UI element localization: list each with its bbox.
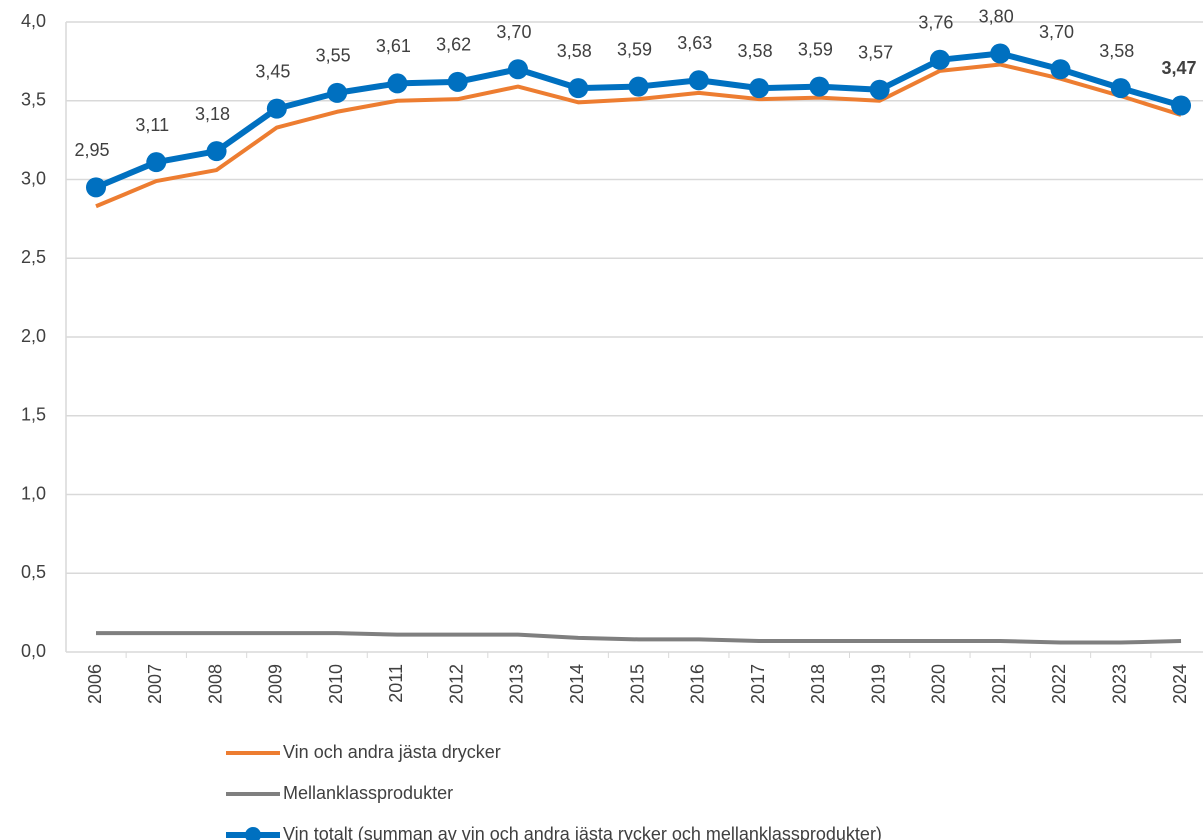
x-tick-label: 2010 [326,664,346,704]
marker [1050,59,1071,80]
data-label: 3,45 [255,61,290,81]
data-label: 3,58 [1099,41,1134,61]
y-tick-label: 3,5 [21,90,46,110]
marker [869,79,890,100]
data-label: 2,95 [74,140,109,160]
x-tick-label: 2006 [85,664,105,704]
data-label: 3,11 [135,115,169,135]
marker [749,78,770,99]
data-label: 3,62 [436,35,471,55]
x-tick-label: 2021 [989,664,1009,704]
marker [146,152,167,173]
marker [447,71,468,92]
x-tick-label: 2015 [627,664,647,704]
data-label: 3,70 [1039,22,1074,42]
x-tick-label: 2007 [145,664,165,704]
marker [568,78,589,99]
x-tick-label: 2022 [1049,664,1069,704]
y-tick-label: 2,0 [21,326,46,346]
legend-label: Vin och andra jästa drycker [283,742,501,762]
data-label: 3,18 [195,104,230,124]
marker [1110,78,1131,99]
marker [688,70,709,91]
x-tick-label: 2013 [507,664,527,704]
data-label: 3,47 [1162,58,1197,78]
data-label: 3,59 [617,39,652,59]
x-tick-label: 2012 [446,664,466,704]
marker [809,76,830,97]
series-line [95,62,1182,209]
data-label: 3,57 [858,42,893,62]
data-label: 3,76 [918,13,953,33]
x-tick-label: 2020 [929,664,949,704]
data-label: 3,63 [677,33,712,53]
x-tick-label: 2011 [386,664,406,703]
legend-label: Vin totalt (summan av vin och andra jäst… [283,824,882,840]
marker [206,141,227,162]
marker [929,49,950,70]
x-tick-label: 2017 [748,664,768,704]
x-tick-label: 2019 [868,664,888,704]
marker [327,82,348,103]
x-tick-label: 2016 [688,664,708,704]
data-label: 3,58 [557,41,592,61]
legend-marker [245,827,261,840]
data-label: 3,55 [316,46,351,66]
data-label: 3,59 [798,39,833,59]
data-label: 3,61 [376,36,411,56]
y-tick-label: 1,5 [21,405,46,425]
y-tick-label: 4,0 [21,11,46,31]
y-tick-label: 3,0 [21,168,46,188]
series-line [96,631,1182,645]
data-label: 3,80 [979,6,1014,26]
data-label: 3,58 [738,41,773,61]
y-tick-label: 1,0 [21,483,46,503]
marker [86,177,106,198]
marker [387,73,408,94]
y-tick-label: 0,0 [21,641,46,661]
marker [507,59,528,80]
x-tick-label: 2018 [808,664,828,704]
marker [1171,95,1192,116]
x-tick-label: 2008 [205,664,225,704]
marker [628,76,649,97]
marker [990,43,1011,64]
x-tick-label: 2024 [1170,664,1190,704]
x-tick-label: 2023 [1110,664,1130,704]
data-label: 3,70 [496,22,531,42]
marker [266,98,287,119]
x-tick-label: 2014 [567,664,587,704]
x-tick-label: 2009 [266,664,286,704]
y-tick-label: 2,5 [21,247,46,267]
legend-label: Mellanklassprodukter [283,783,453,803]
y-tick-label: 0,5 [21,562,46,582]
